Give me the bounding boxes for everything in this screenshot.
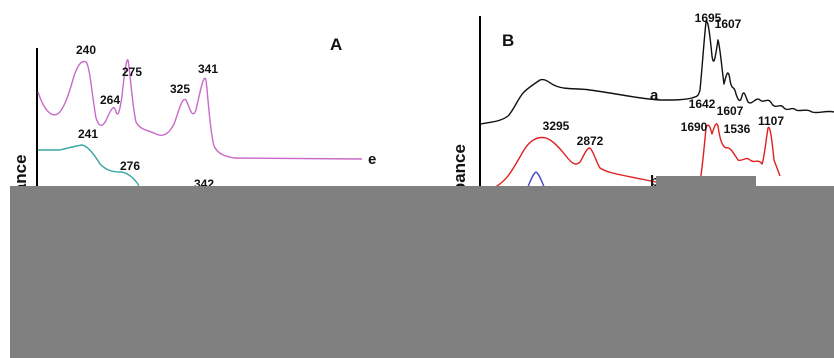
panel-a-peak-label-276: 276 [120,159,140,173]
panel-a-trace-label-e: e [368,151,376,168]
panel-b-peak-label-1642: 1642 [689,97,716,111]
panel-a-trace-e [37,59,363,160]
panel-b-peak-label-1607-a: 1607 [715,17,742,31]
panel-a-peak-label-325: 325 [170,82,190,96]
panel-b-trace-label-a: a [650,87,659,104]
panel-b-peak-label-2872: 2872 [577,134,604,148]
panel-b-trace-label-b: b [650,173,659,190]
panel-b: B osorbance 1695 1607 a 3295 2872 1642 1… [450,11,834,230]
panel-a-letter: A [330,35,342,54]
panel-b-peak-label-1536: 1536 [724,122,751,136]
panel-a-peak-label-275: 275 [122,65,142,79]
panel-b-peak-label-1695: 1695 [695,11,722,25]
occlusion-overlay [10,176,834,358]
overlay-b-notch [656,176,756,188]
panel-a-trace-d [37,144,143,201]
panel-a-peak-label-240: 240 [76,43,96,57]
panel-b-peak-label-1690: 1690 [681,120,708,134]
panel-a-peak-label-341: 341 [198,62,218,76]
panel-b-peak-label-3295: 3295 [543,119,570,133]
panel-b-letter: B [502,31,514,50]
panel-a-peak-label-241: 241 [78,127,98,141]
panel-b-peak-label-1107: 1107 [758,114,784,128]
panel-a: A sorbance 240 264 275 325 341 241 276 3… [11,35,376,230]
panel-a-peak-label-264: 264 [100,93,120,107]
overlay-main-block [10,186,834,358]
panel-b-peak-label-1607-b: 1607 [717,104,744,118]
panel-b-trace-a [480,20,834,125]
